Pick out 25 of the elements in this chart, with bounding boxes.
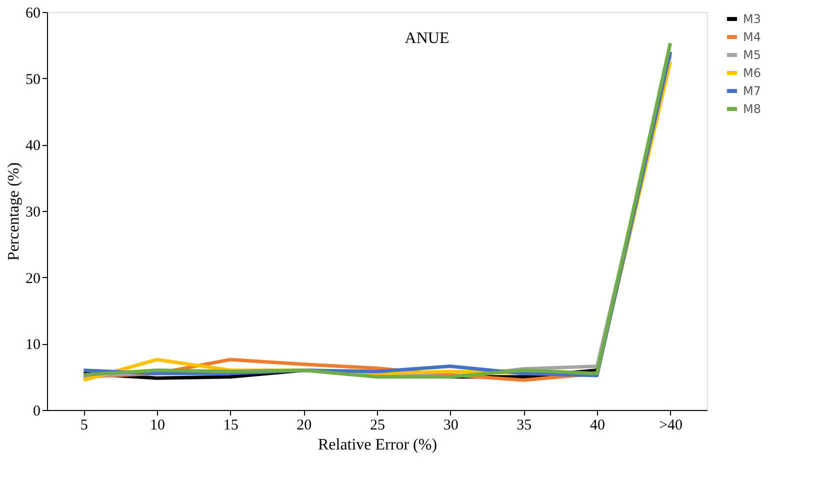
legend-label: M7	[743, 84, 761, 98]
x-tick-label: 5	[80, 418, 88, 434]
x-tick-label: 35	[516, 418, 532, 434]
y-tick-label: 0	[33, 404, 40, 420]
x-tick-label: >40	[659, 418, 683, 434]
x-tick-label: 30	[443, 418, 458, 434]
y-tick-label: 60	[26, 6, 40, 22]
y-tick-label: 50	[26, 72, 40, 88]
y-axis-title: Percentage (%)	[6, 162, 22, 261]
y-tick-label: 20	[26, 270, 40, 287]
x-axis-title: Relative Error (%)	[318, 436, 438, 454]
x-tick-label: 15	[223, 418, 238, 434]
legend-label: M6	[743, 66, 761, 80]
text: ANUE	[404, 30, 450, 47]
y-tick-label: 40	[26, 138, 40, 154]
legend-label: M5	[743, 48, 761, 62]
x-tick-label: 40	[590, 418, 605, 434]
x-tick-label: 20	[296, 418, 312, 434]
legend-label: M4	[743, 30, 761, 44]
x-tick-label: 10	[150, 418, 165, 434]
y-tick-label: 30	[26, 204, 40, 220]
legend-label: M3	[743, 12, 761, 26]
y-tick-label: 10	[26, 337, 40, 354]
legend-label: M8	[743, 102, 761, 116]
x-tick-label: 25	[370, 418, 385, 434]
